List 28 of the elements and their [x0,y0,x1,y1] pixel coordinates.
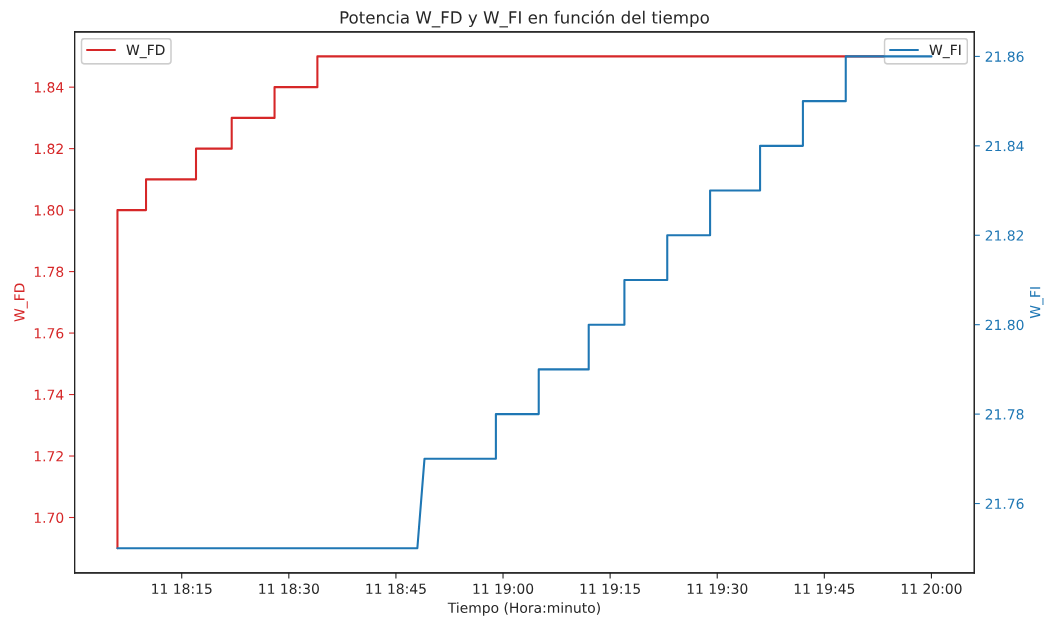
x-tick-label: 11 19:30 [687,583,748,594]
y2-tick-label: 21.76 [985,498,1024,509]
x-tick-label: 11 19:15 [580,583,640,594]
y2-tick-label: 21.84 [985,140,1024,152]
y-tick-label: 1.76 [34,328,64,339]
y-axis-title: W_FD [14,283,28,322]
y-tick-label: 1.78 [34,266,64,278]
legend-label: W_FD [126,44,165,59]
y-tick-label: 1.72 [34,450,63,462]
y-tick-label: 1.80 [34,205,64,216]
x-tick-label: 11 19:00 [473,583,534,594]
x-tick-label: 11 18:30 [259,583,319,594]
y2-tick-label: 21.86 [985,51,1024,62]
y-tick-label: 1.70 [34,512,64,523]
x-tick-label: 11 20:00 [901,583,962,594]
chart-title: Potencia W_FD y W_FI en función del tiempo [340,10,709,28]
y2-tick-label: 21.78 [985,409,1024,420]
y-tick-label: 1.84 [34,82,64,93]
x-axis-title: Tiempo (Hora:minuto) [447,602,600,616]
y-tick-label: 1.74 [34,389,64,400]
legend-label: W_FI [929,44,961,59]
y-tick-label: 1.82 [34,143,63,155]
y2-tick-label: 21.80 [985,319,1024,331]
x-tick-label: 11 18:15 [152,583,212,594]
x-tick-label: 11 18:45 [366,583,426,594]
y2-tick-label: 21.82 [985,230,1024,241]
y2-axis-title: W_FI [1030,287,1044,319]
x-tick-label: 11 19:45 [794,583,855,594]
